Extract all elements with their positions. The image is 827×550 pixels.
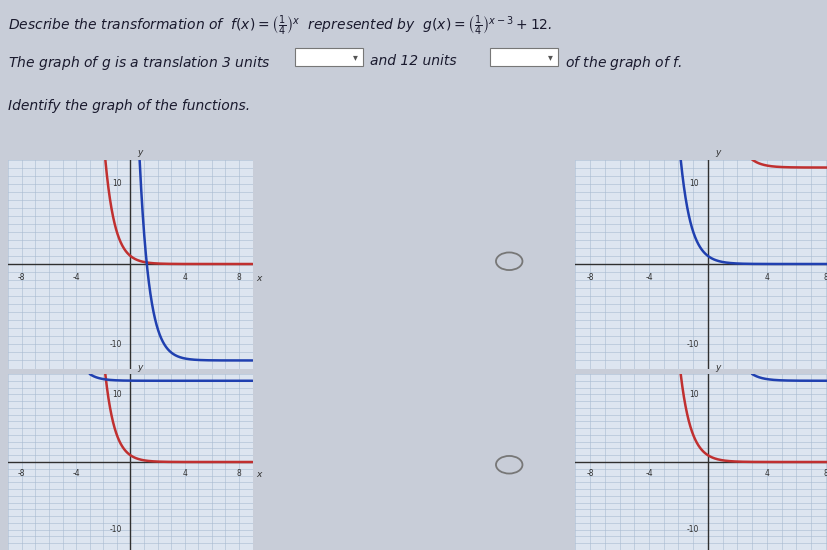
Text: 8: 8 <box>237 273 241 282</box>
Text: -10: -10 <box>686 525 698 534</box>
Text: x: x <box>256 470 261 479</box>
Text: ▾: ▾ <box>547 52 552 62</box>
Text: Describe the transformation of  $f(x)=\left(\frac{1}{4}\right)^{x}$  represented: Describe the transformation of $f(x)=\le… <box>8 14 552 38</box>
Text: Identify the graph of the functions.: Identify the graph of the functions. <box>8 99 250 113</box>
Text: 8: 8 <box>237 470 241 478</box>
Text: of the graph of $f$.: of the graph of $f$. <box>564 54 681 72</box>
Text: -10: -10 <box>110 525 122 534</box>
Text: 8: 8 <box>822 273 827 282</box>
FancyBboxPatch shape <box>490 48 557 66</box>
Text: 4: 4 <box>182 470 187 478</box>
Text: -4: -4 <box>72 470 80 478</box>
Text: x: x <box>256 274 261 283</box>
Text: ▾: ▾ <box>352 52 357 62</box>
Text: -4: -4 <box>644 273 652 282</box>
Text: -4: -4 <box>644 470 652 478</box>
Text: 10: 10 <box>112 179 122 188</box>
Text: 10: 10 <box>689 390 698 399</box>
Text: 4: 4 <box>763 273 768 282</box>
Text: The graph of $g$ is a translation 3 units: The graph of $g$ is a translation 3 unit… <box>8 54 270 72</box>
Text: y: y <box>137 148 142 157</box>
FancyBboxPatch shape <box>294 48 362 66</box>
Text: y: y <box>137 363 142 372</box>
Text: 4: 4 <box>182 273 187 282</box>
Text: -4: -4 <box>72 273 80 282</box>
Text: y: y <box>715 363 719 372</box>
Text: 10: 10 <box>689 179 698 188</box>
Text: 10: 10 <box>112 390 122 399</box>
Text: and 12 units: and 12 units <box>370 54 456 68</box>
Text: y: y <box>715 148 719 157</box>
Text: -8: -8 <box>18 273 26 282</box>
Text: -8: -8 <box>586 273 593 282</box>
Text: 4: 4 <box>763 470 768 478</box>
Text: -10: -10 <box>110 340 122 349</box>
Text: -10: -10 <box>686 340 698 349</box>
Text: 8: 8 <box>822 470 827 478</box>
Text: -8: -8 <box>586 470 593 478</box>
Text: -8: -8 <box>18 470 26 478</box>
